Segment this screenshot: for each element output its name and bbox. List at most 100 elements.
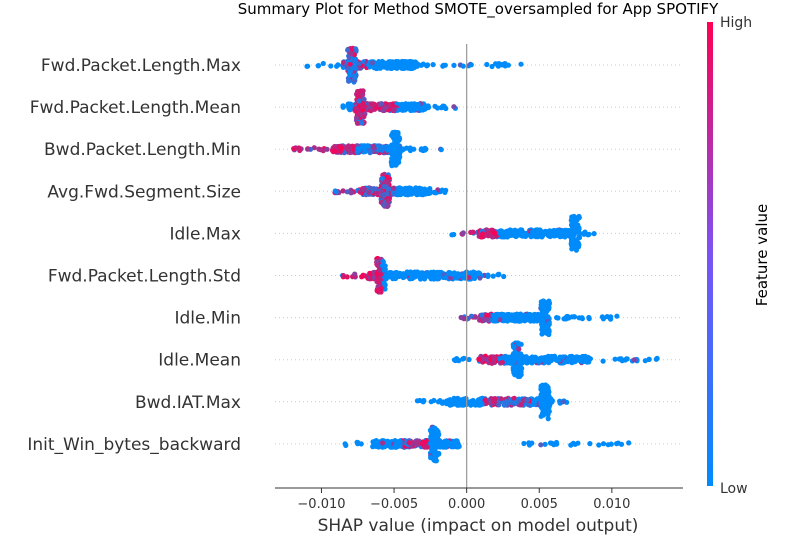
shap-point (334, 63, 340, 69)
shap-point (417, 397, 423, 404)
shap-point (566, 315, 572, 321)
shap-point (573, 224, 580, 230)
colorbar-label: Feature value (753, 204, 771, 306)
x-tick-label: −0.005 (370, 497, 418, 512)
shap-point (442, 275, 449, 281)
feature-label: Bwd.Packet.Length.Min (44, 140, 241, 160)
shap-point (447, 400, 453, 406)
shap-point (538, 442, 544, 448)
shap-point (464, 400, 470, 407)
shap-point (305, 146, 311, 152)
shap-point (385, 198, 391, 204)
shap-point (432, 190, 438, 196)
shap-point (571, 314, 577, 320)
shap-point (348, 50, 355, 57)
shap-point (449, 271, 455, 277)
shap-point (591, 231, 597, 237)
chart-title: Summary Plot for Method SMOTE_oversample… (238, 0, 719, 19)
shap-point (400, 187, 406, 193)
shap-point (600, 358, 606, 364)
shap-point (518, 402, 525, 408)
shap-point (519, 357, 525, 363)
shap-point (646, 356, 652, 362)
shap-point (369, 60, 375, 66)
shap-point (400, 61, 406, 68)
shap-point (525, 397, 531, 403)
shap-point (454, 356, 460, 362)
shap-point (371, 186, 377, 192)
shap-point (415, 271, 421, 277)
shap-point (458, 314, 464, 321)
shap-point (468, 62, 474, 68)
shap-point (540, 310, 547, 316)
shap-point (569, 230, 575, 236)
shap-point (572, 441, 578, 447)
shap-point (513, 369, 519, 375)
shap-point (579, 315, 585, 321)
shap-point (382, 282, 388, 288)
shap-point (457, 399, 463, 405)
shap-point (489, 234, 495, 240)
shap-point (490, 273, 496, 279)
shap-point (542, 383, 548, 389)
shap-point (554, 315, 560, 321)
shap-point (296, 145, 302, 151)
shap-point (359, 274, 365, 280)
feature-label: Fwd.Packet.Length.Max (41, 56, 241, 76)
shap-point (343, 442, 349, 448)
shap-point (411, 104, 417, 110)
shap-point (367, 270, 373, 276)
shap-point (496, 402, 502, 408)
shap-point (379, 147, 385, 153)
shap-point (496, 61, 502, 67)
shap-point (497, 317, 503, 323)
shap-point (546, 302, 552, 309)
shap-point (438, 147, 444, 153)
shap-point (493, 315, 499, 321)
shap-point (402, 107, 408, 113)
shap-point (515, 315, 521, 321)
shap-point (331, 148, 337, 154)
shap-point (460, 356, 466, 362)
shap-point (556, 357, 562, 363)
shap-point (526, 312, 533, 318)
shap-point (436, 450, 442, 456)
shap-point (347, 61, 353, 67)
shap-point (381, 267, 387, 273)
shap-point (350, 65, 356, 71)
shap-point (373, 443, 379, 449)
shap-point (405, 103, 411, 109)
shap-point (411, 269, 417, 275)
shap-point (440, 63, 446, 69)
shap-point (482, 397, 488, 403)
shap-point (501, 273, 507, 280)
shap-point (360, 187, 366, 193)
shap-point (528, 234, 534, 240)
shap-point (521, 440, 527, 447)
shap-point (607, 315, 614, 321)
shap-point (396, 136, 402, 142)
shap-point (543, 397, 549, 403)
shap-point (354, 439, 360, 445)
shap-point (407, 145, 413, 151)
shap-point (358, 88, 364, 94)
shap-point (521, 230, 527, 236)
shap-point (551, 442, 557, 448)
colorbar (707, 22, 713, 486)
shap-point (500, 229, 506, 235)
shap-point (384, 174, 390, 180)
shap-point (433, 457, 439, 463)
shap-point (380, 440, 386, 446)
feature-label: Fwd.Packet.Length.Mean (30, 98, 241, 118)
shap-point (585, 354, 591, 360)
shap-point (573, 247, 580, 253)
feature-label: Fwd.Packet.Length.Std (48, 267, 241, 287)
shap-point (573, 242, 579, 248)
shap-point (451, 104, 457, 110)
shap-point (359, 120, 365, 126)
shap-point (425, 62, 431, 68)
shap-point (501, 61, 507, 67)
shap-point (427, 274, 433, 280)
shap-point (451, 395, 457, 401)
shap-point (422, 189, 428, 195)
